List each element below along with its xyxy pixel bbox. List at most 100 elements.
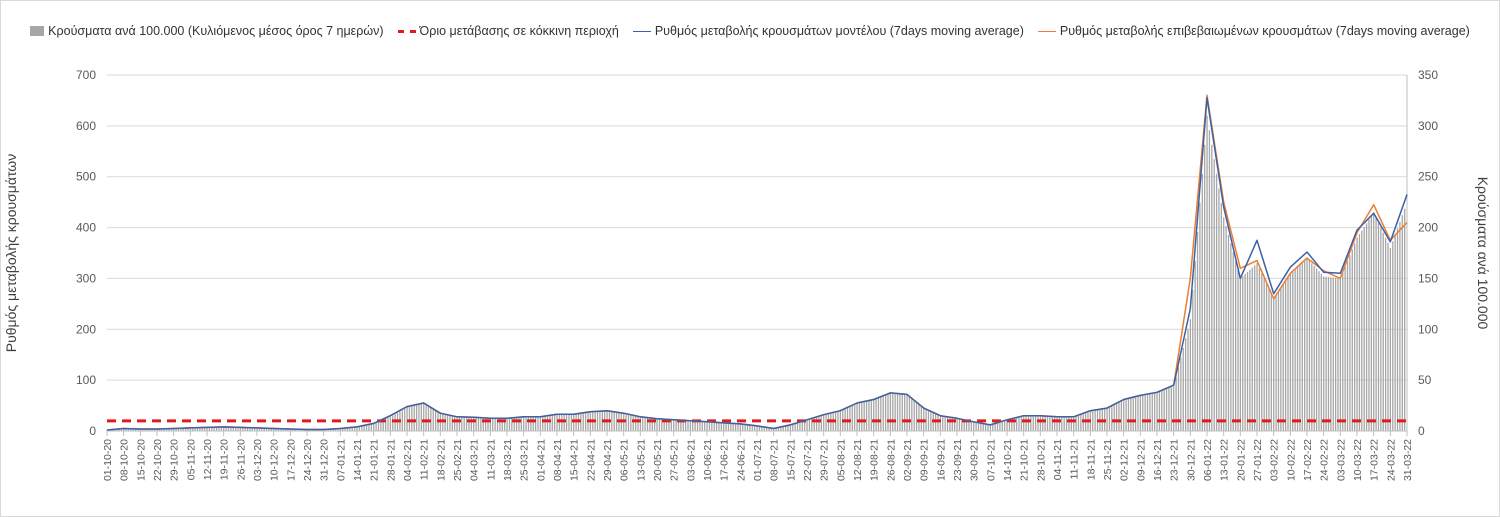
case-bar [137,428,139,431]
case-bar [392,415,394,431]
case-bar [525,416,527,431]
case-bar [1251,267,1253,431]
legend-label: Όριο μετάβασης σε κόκκινη περιοχή [419,24,619,38]
case-bar [727,423,730,431]
case-bar [1156,392,1158,431]
case-bar [127,428,130,431]
case-bar [318,429,320,431]
case-bar [258,428,261,431]
case-bar [413,405,415,431]
case-bar [1380,227,1382,431]
case-bar [215,427,218,431]
case-bar [994,423,996,431]
case-bar [999,421,1001,431]
case-bar [654,418,656,431]
case-bar [918,404,920,431]
case-bar [725,423,727,431]
case-bar [1227,234,1230,431]
case-bar [1187,328,1189,431]
case-bar [889,393,892,431]
x-tick-label: 03-12-20 [252,439,264,481]
x-tick-label: 02-09-21 [902,439,914,481]
case-bar [901,394,903,431]
case-bar [1054,416,1056,431]
case-bar [970,421,972,431]
x-tick-label: 07-10-21 [985,439,997,481]
case-bar [1173,386,1175,431]
case-bar [1299,264,1301,431]
case-bar [1289,273,1292,431]
case-bar [851,405,853,431]
legend-label: Κρούσματα ανά 100.000 (Κυλιόμενος μέσος … [48,24,384,38]
case-bar [849,406,851,431]
case-bar [906,394,908,431]
case-bar [118,429,120,431]
case-bar [265,428,268,431]
case-bar [330,429,332,431]
case-bar [363,425,365,431]
case-bar [144,428,146,431]
case-bar [237,427,239,431]
x-tick-label: 24-02-22 [1319,439,1331,481]
case-bar [1196,231,1199,431]
case-bar [846,407,849,431]
case-bar [139,428,142,431]
case-bar [406,407,408,431]
case-bar [1225,226,1227,431]
case-bar [1058,416,1061,431]
case-bar [804,420,806,431]
case-bar [1070,416,1072,431]
case-bar [1020,416,1022,431]
case-bar [1120,400,1122,431]
case-bar [1332,277,1334,431]
case-bar [1032,415,1034,431]
case-bar [313,429,315,431]
x-tick-label: 13-01-22 [1219,439,1231,481]
case-bar [1044,416,1046,431]
case-bar [351,427,353,431]
case-bar [963,420,965,431]
case-bar [980,423,982,431]
case-bar [1384,237,1387,431]
case-bar [1280,287,1282,431]
case-bar [908,396,911,431]
case-bar [956,418,958,431]
case-bar [939,415,942,431]
case-bar [944,416,946,431]
case-bar [1046,416,1049,431]
x-tick-label: 28-10-21 [1035,439,1047,481]
case-bar [632,415,634,431]
case-bar [201,427,203,431]
case-bar [582,412,584,431]
legend-item-model: Ρυθμός μεταβολής κρουσμάτων μοντέλου (7d… [632,24,1024,38]
case-bar [920,406,922,431]
x-tick-label: 11-03-21 [485,439,497,480]
x-tick-label: 04-02-21 [402,439,414,481]
case-bar [332,429,334,431]
case-bar [706,421,708,431]
case-bar [1161,390,1163,431]
case-bar [558,414,561,431]
case-bar [704,421,706,431]
case-bar [1232,252,1234,431]
case-bar [342,428,344,431]
x-tick-label: 09-12-21 [1135,439,1147,481]
case-bar [401,410,403,431]
case-bar [311,429,313,431]
case-bar [204,427,206,431]
case-bar [511,418,513,431]
case-bar [234,427,237,431]
case-bar [687,420,689,431]
case-bar [615,412,618,431]
case-bar [1358,234,1361,431]
case-bar [1011,418,1013,431]
case-bar [1377,222,1380,431]
case-bar [546,415,549,431]
case-bar [665,419,668,431]
case-bar [649,417,651,431]
case-bar [675,419,677,431]
case-bar [142,428,144,431]
case-bar [1334,277,1337,431]
case-bar [151,428,153,431]
case-bar [287,428,289,431]
